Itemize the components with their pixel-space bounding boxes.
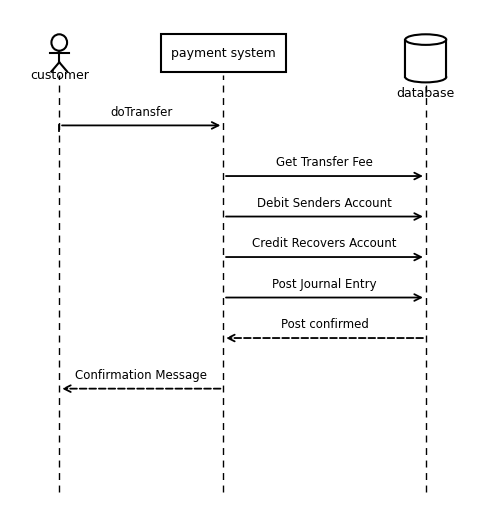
Text: database: database xyxy=(396,88,454,100)
Bar xyxy=(160,34,285,72)
Ellipse shape xyxy=(405,34,445,45)
Text: customer: customer xyxy=(30,69,89,82)
Text: Post Journal Entry: Post Journal Entry xyxy=(272,278,376,291)
Text: doTransfer: doTransfer xyxy=(110,106,172,119)
Text: Post confirmed: Post confirmed xyxy=(280,319,368,331)
Ellipse shape xyxy=(405,72,445,82)
Text: Credit Recovers Account: Credit Recovers Account xyxy=(252,238,396,250)
Text: payment system: payment system xyxy=(170,47,275,60)
Text: Debit Senders Account: Debit Senders Account xyxy=(257,197,391,210)
Bar xyxy=(405,40,445,77)
Text: Confirmation Message: Confirmation Message xyxy=(75,369,207,382)
Text: Get Transfer Fee: Get Transfer Fee xyxy=(275,156,372,169)
